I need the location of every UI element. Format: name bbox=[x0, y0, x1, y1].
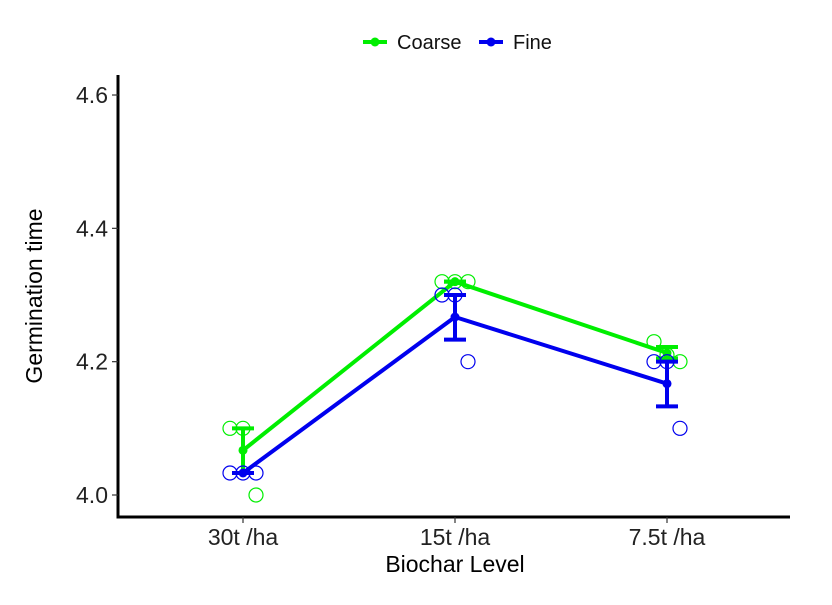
series-fine bbox=[222, 287, 688, 481]
legend-label: Coarse bbox=[397, 32, 461, 54]
data-point bbox=[248, 487, 264, 503]
error-bar bbox=[656, 359, 678, 409]
y-axis-title: Germination time bbox=[21, 208, 47, 383]
axes: 4.0 4.2 4.4 4.6 30t /ha 15t /ha 7.5t /ha bbox=[76, 75, 790, 550]
x-tick-label: 15t /ha bbox=[420, 524, 491, 550]
mean-point bbox=[450, 277, 460, 287]
x-tick-label: 30t /ha bbox=[208, 524, 279, 550]
x-tick-label: 7.5t /ha bbox=[629, 524, 706, 550]
mean-point bbox=[662, 348, 672, 358]
data-point bbox=[460, 354, 476, 370]
y-tick-label: 4.0 bbox=[76, 482, 108, 508]
y-tick-label: 4.6 bbox=[76, 82, 108, 108]
mean-point bbox=[662, 379, 672, 389]
error-bar bbox=[444, 277, 466, 287]
legend-item-coarse: Coarse bbox=[363, 32, 461, 54]
data-point bbox=[672, 420, 688, 436]
error-bar bbox=[444, 293, 466, 342]
plot-area bbox=[222, 274, 688, 503]
legend-label: Fine bbox=[513, 32, 552, 54]
legend: Coarse Fine bbox=[363, 32, 552, 54]
y-tick-label: 4.4 bbox=[76, 215, 108, 241]
legend-marker bbox=[486, 37, 496, 47]
x-axis-title: Biochar Level bbox=[385, 551, 524, 577]
mean-point bbox=[238, 445, 248, 455]
error-bar bbox=[232, 468, 254, 478]
y-tick-label: 4.2 bbox=[76, 349, 108, 375]
legend-item-fine: Fine bbox=[479, 32, 552, 54]
mean-point bbox=[238, 468, 248, 478]
mean-point bbox=[450, 312, 460, 322]
legend-marker bbox=[370, 37, 380, 47]
